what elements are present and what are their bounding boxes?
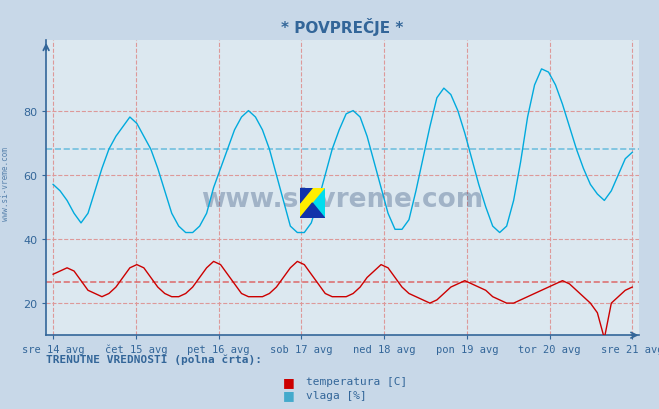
Text: vlaga [%]: vlaga [%]	[306, 390, 367, 400]
Text: www.si-vreme.com: www.si-vreme.com	[1, 147, 10, 221]
Text: TRENUTNE VREDNOSTI (polna črta):: TRENUTNE VREDNOSTI (polna črta):	[46, 353, 262, 364]
Polygon shape	[300, 188, 325, 219]
Polygon shape	[300, 188, 312, 203]
Text: ■: ■	[283, 388, 295, 401]
Text: www.si-vreme.com: www.si-vreme.com	[202, 187, 484, 213]
Text: ■: ■	[283, 375, 295, 388]
Title: * POVPREČJE *: * POVPREČJE *	[281, 18, 404, 36]
Text: temperatura [C]: temperatura [C]	[306, 376, 408, 386]
Polygon shape	[300, 203, 325, 219]
